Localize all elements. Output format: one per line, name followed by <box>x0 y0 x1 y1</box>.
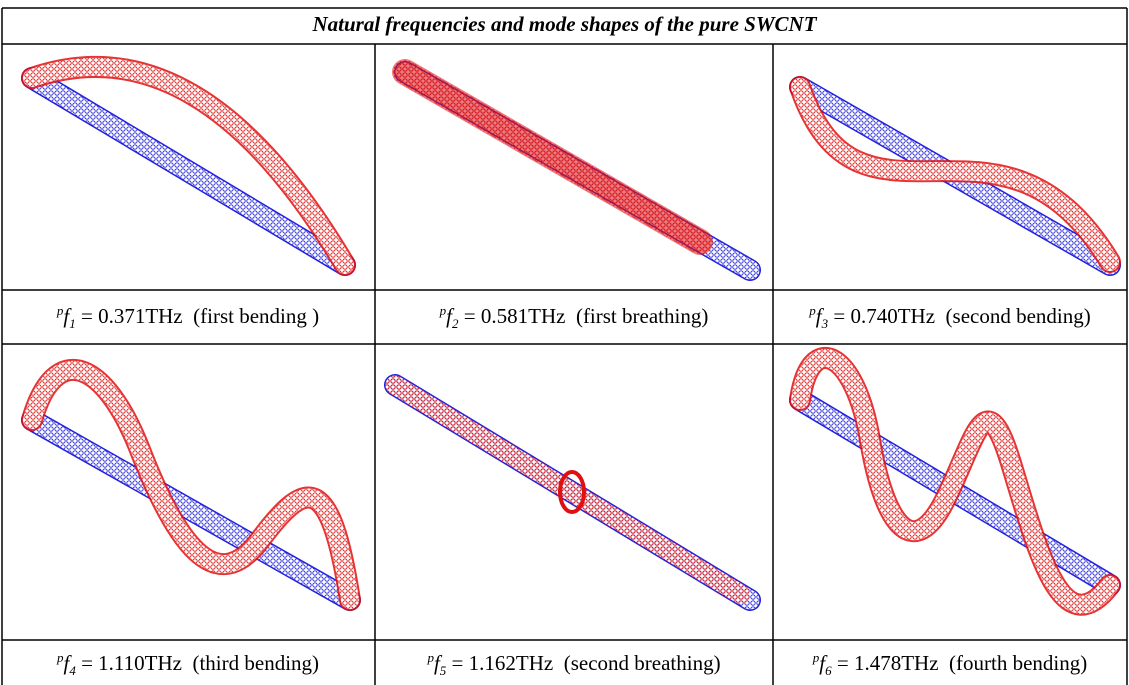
frequency-value: 0.371 <box>98 304 146 328</box>
subscript: 3 <box>821 316 829 332</box>
caption: pf1 = 0.371THz (first bending ) <box>57 303 319 332</box>
table-grid <box>1 7 1128 685</box>
caption: pf2 = 0.581THz (first breathing) <box>440 303 709 332</box>
unit: THz <box>145 304 183 328</box>
subscript: 4 <box>69 663 76 679</box>
mode-name: (third bending) <box>192 651 320 675</box>
frequency-value: 0.581 <box>480 304 529 328</box>
mode-name: (second breathing) <box>563 651 721 675</box>
symbol: f <box>433 651 440 675</box>
subscript: 5 <box>439 663 447 679</box>
symbol: f <box>815 304 822 328</box>
unit: THz <box>528 304 566 328</box>
superscript: p <box>809 303 816 318</box>
symbol: f <box>63 651 70 675</box>
relation: = <box>463 304 476 328</box>
superscript: p <box>56 303 64 318</box>
subscript: 1 <box>69 316 76 332</box>
symbol: f <box>63 304 70 328</box>
superscript: p <box>56 650 64 665</box>
frequency-value: 1.162 <box>468 651 516 675</box>
caption: pf6 = 1.478THz (fourth bending) <box>813 650 1087 679</box>
subscript: 2 <box>452 316 459 332</box>
caption: pf5 = 1.162THz (second breathing) <box>427 650 720 679</box>
mode-name: (second bending) <box>945 304 1091 328</box>
caption: pf4 = 1.110THz (third bending) <box>57 650 319 679</box>
symbol: f <box>446 304 453 328</box>
superscript: p <box>439 303 447 318</box>
frequency-value: 1.110 <box>98 651 145 675</box>
caption: pf3 = 0.740THz (second bending) <box>809 303 1090 332</box>
superscript: p <box>812 650 820 665</box>
relation: = <box>451 651 464 675</box>
mode-name: (fourth bending) <box>949 651 1088 675</box>
mode-name: (first breathing) <box>575 304 709 328</box>
unit: THz <box>515 651 554 675</box>
relation: = <box>81 651 93 675</box>
subscript: 6 <box>825 663 832 679</box>
unit: THz <box>897 304 936 328</box>
superscript: p <box>427 650 434 665</box>
relation: = <box>833 304 846 328</box>
relation: = <box>80 304 93 328</box>
symbol: f <box>819 651 826 675</box>
unit: THz <box>901 651 939 675</box>
relation: = <box>836 651 849 675</box>
mode-name: (first bending ) <box>193 304 320 328</box>
table-title: Natural frequencies and mode shapes of t… <box>312 12 817 36</box>
mode-shapes <box>21 55 1121 616</box>
unit: THz <box>144 651 182 675</box>
frequency-value: 0.740 <box>850 304 898 328</box>
frequency-value: 1.478 <box>853 651 902 675</box>
